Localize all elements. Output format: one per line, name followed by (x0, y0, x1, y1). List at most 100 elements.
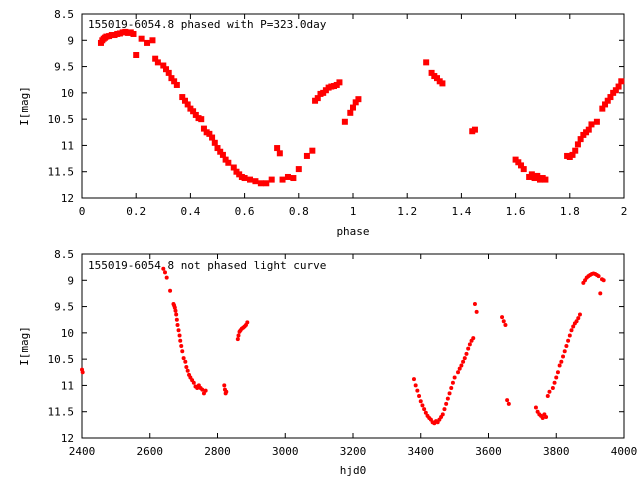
data-point (133, 52, 140, 59)
data-point (577, 136, 584, 143)
data-point (554, 375, 559, 380)
data-point (80, 370, 85, 375)
data-point (567, 333, 572, 338)
y-tick-label: 11 (61, 139, 74, 152)
x-tick-label: 0.2 (126, 205, 146, 218)
data-point (290, 175, 297, 182)
data-point (206, 130, 213, 137)
chart-title: 155019-6054.8 not phased light curve (88, 259, 326, 272)
data-point (602, 101, 609, 108)
x-tick-label: 3800 (543, 445, 570, 458)
data-point (173, 81, 180, 88)
x-tick-label: 3200 (340, 445, 367, 458)
data-point (461, 359, 466, 364)
data-point (236, 333, 241, 338)
data-point (440, 412, 445, 417)
x-tick-label: 0 (79, 205, 86, 218)
data-point (164, 275, 169, 280)
data-point (279, 176, 286, 183)
data-point (190, 108, 197, 115)
data-point (612, 87, 619, 94)
data-point (574, 319, 579, 324)
data-point (467, 342, 472, 347)
data-point (411, 377, 416, 382)
data-point (598, 291, 603, 296)
data-point (550, 386, 555, 391)
data-point (162, 270, 167, 275)
y-tick-label: 9 (67, 34, 74, 47)
data-point (604, 97, 611, 104)
y-tick-label: 8.5 (54, 8, 74, 21)
data-point (263, 180, 270, 187)
data-point (211, 139, 218, 146)
data-point (618, 78, 625, 85)
data-point (471, 126, 478, 133)
x-tick-label: 2800 (204, 445, 231, 458)
data-point (168, 288, 173, 293)
chart-title: 155019-6054.8 phased with P=323.0day (88, 18, 327, 31)
data-point (420, 403, 425, 408)
data-point (217, 148, 224, 155)
data-point (442, 407, 447, 412)
data-point (462, 356, 467, 361)
data-point (257, 180, 264, 187)
data-point (607, 94, 614, 101)
x-axis-label: phase (336, 225, 369, 238)
data-point (180, 349, 185, 354)
x-tick-label: 3000 (272, 445, 299, 458)
data-point (601, 278, 606, 283)
plot-area-frame (81, 253, 625, 439)
data-point (161, 266, 166, 271)
data-point (585, 126, 592, 133)
data-point (241, 175, 248, 182)
data-point (439, 80, 446, 87)
data-point (456, 370, 461, 375)
data-point (209, 134, 216, 141)
data-point (203, 388, 208, 393)
y-tick-label: 11.5 (48, 406, 75, 419)
y-tick-label: 12 (61, 192, 74, 205)
x-tick-label: 1.4 (451, 205, 471, 218)
data-point (200, 125, 207, 132)
data-point (144, 39, 151, 46)
data-point (533, 405, 538, 410)
axis-ticks: 2400 2600 2800 3000 3200 3400 3600 3800 4000 8.5 9… (48, 248, 638, 458)
data-point (515, 159, 522, 166)
data-point (219, 151, 226, 158)
data-point (452, 375, 457, 380)
y-tick-label: 10.5 (48, 113, 75, 126)
data-point (501, 319, 506, 324)
data-point (175, 322, 180, 327)
x-tick-label: 0.4 (180, 205, 200, 218)
unphased-chart: 155019-6054.8 not phased light curve hjd… (18, 248, 637, 477)
data-point (588, 121, 595, 128)
data-point (571, 324, 576, 329)
data-point (352, 99, 359, 106)
data-point (547, 389, 552, 394)
y-tick-label: 9.5 (54, 61, 74, 74)
data-point (422, 407, 427, 412)
data-point (506, 401, 511, 406)
data-point (247, 176, 254, 183)
data-point (559, 359, 564, 364)
data-point (303, 152, 310, 159)
data-point (245, 320, 250, 325)
data-point (534, 172, 541, 179)
data-point (222, 383, 227, 388)
data-point (184, 101, 191, 108)
data-point (520, 166, 527, 173)
data-point (576, 316, 581, 321)
data-point (423, 410, 428, 415)
data-point (163, 66, 170, 73)
data-point (268, 176, 275, 183)
data-point (540, 416, 545, 421)
data-point (505, 398, 510, 403)
data-point (173, 308, 178, 313)
data-point (566, 338, 571, 343)
data-point (557, 363, 562, 368)
data-point (423, 59, 430, 66)
x-tick-label: 2400 (69, 445, 96, 458)
phased-chart: 155019-6054.8 phased with P=323.0day pha… (18, 8, 627, 238)
data-point (569, 151, 576, 158)
